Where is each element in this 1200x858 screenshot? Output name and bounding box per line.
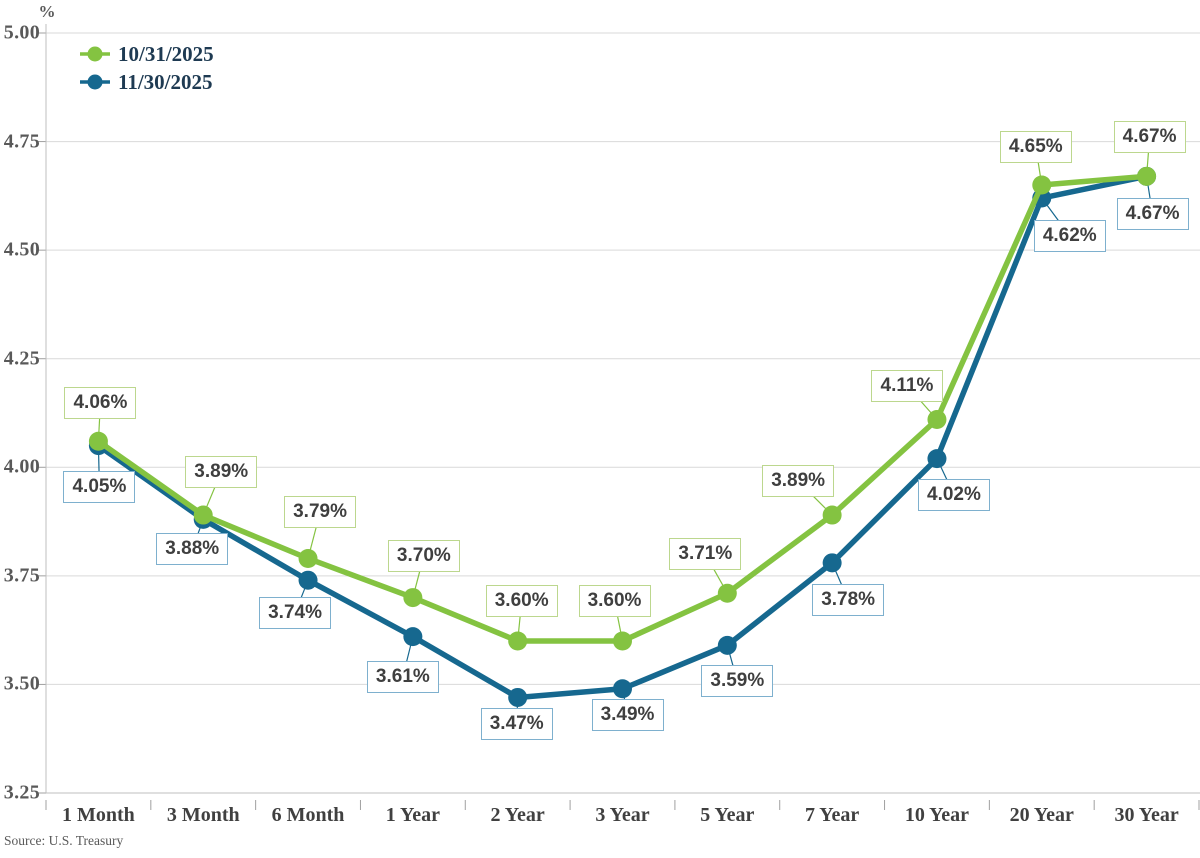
legend-item-10-31-2025: 10/31/2025 bbox=[78, 40, 214, 68]
data-label: 3.71% bbox=[669, 538, 742, 571]
y-axis-tick-label: 3.25 bbox=[3, 781, 40, 804]
data-label: 4.11% bbox=[870, 369, 943, 402]
x-axis-category-label: 3 Month bbox=[166, 804, 240, 826]
y-axis-tick-label: 4.00 bbox=[3, 455, 40, 478]
legend-label-nov: 11/30/2025 bbox=[118, 69, 213, 94]
series-marker bbox=[88, 431, 108, 451]
series-marker bbox=[717, 583, 737, 603]
data-label: 3.60% bbox=[578, 585, 651, 617]
data-label: 3.89% bbox=[185, 456, 258, 489]
series-line-0 bbox=[95, 173, 1150, 644]
series-marker bbox=[717, 635, 737, 655]
y-axis-title: % bbox=[38, 2, 56, 21]
x-axis-category-label: 2 Year bbox=[490, 804, 545, 826]
y-axis-tick-label: 4.25 bbox=[3, 347, 40, 370]
legend-label-oct: 10/31/2025 bbox=[118, 41, 214, 66]
legend-item-11-30-2025: 11/30/2025 bbox=[78, 68, 214, 96]
x-axis-category-label: 3 Year bbox=[595, 804, 650, 826]
chart-legend: 10/31/2025 11/30/2025 bbox=[78, 40, 214, 96]
data-label: 3.70% bbox=[387, 539, 460, 572]
series-marker bbox=[822, 505, 842, 525]
x-axis-category-label: 30 Year bbox=[1114, 804, 1179, 826]
y-axis-tick-label: 3.50 bbox=[3, 672, 40, 695]
data-label: 3.59% bbox=[701, 665, 774, 698]
x-axis-category-label: 6 Month bbox=[271, 804, 345, 826]
legend-line-marker-icon bbox=[80, 46, 110, 62]
data-label: 3.74% bbox=[259, 597, 332, 630]
x-axis-category-label: 5 Year bbox=[700, 804, 755, 826]
y-axis-tick-label: 4.75 bbox=[3, 130, 40, 153]
series-marker bbox=[927, 410, 947, 430]
data-label: 3.49% bbox=[591, 698, 664, 731]
series-marker bbox=[613, 679, 632, 699]
x-axis-category-label: 10 Year bbox=[904, 804, 970, 826]
data-label: 3.88% bbox=[156, 533, 229, 566]
data-label: 3.78% bbox=[812, 583, 885, 616]
y-axis-tick-label: 5.00 bbox=[3, 21, 40, 44]
x-axis-category-label: 1 Year bbox=[385, 804, 440, 826]
y-axis-tick-label: 3.75 bbox=[3, 564, 40, 587]
series-marker bbox=[822, 553, 842, 573]
series-marker bbox=[927, 449, 947, 469]
data-label: 4.65% bbox=[999, 131, 1072, 163]
data-label: 4.02% bbox=[917, 478, 990, 511]
data-label: 3.60% bbox=[485, 585, 558, 617]
series-marker bbox=[298, 570, 318, 590]
series-marker bbox=[613, 631, 632, 651]
series-marker bbox=[403, 627, 423, 647]
x-axis-category-label: 7 Year bbox=[805, 804, 860, 826]
data-label: 4.62% bbox=[1033, 220, 1106, 253]
data-label: 4.67% bbox=[1116, 198, 1189, 231]
series-marker bbox=[298, 548, 318, 568]
data-label: 3.89% bbox=[762, 465, 835, 498]
data-label: 3.79% bbox=[284, 496, 357, 529]
data-label: 4.05% bbox=[63, 470, 136, 503]
data-label: 3.61% bbox=[366, 660, 439, 693]
x-axis-category-label: 1 Month bbox=[62, 804, 135, 826]
legend-line-marker-icon bbox=[80, 74, 110, 90]
series-marker bbox=[403, 588, 423, 608]
series-line-1 bbox=[95, 173, 1150, 701]
data-label: 4.06% bbox=[64, 387, 137, 420]
data-label: 3.47% bbox=[480, 708, 553, 741]
data-label: 4.67% bbox=[1113, 121, 1186, 154]
source-note: Source: U.S. Treasury bbox=[4, 833, 124, 848]
series-marker bbox=[1032, 175, 1052, 195]
series-marker bbox=[1137, 166, 1157, 186]
series-marker bbox=[508, 687, 528, 707]
x-axis-category-label: 20 Year bbox=[1009, 804, 1074, 826]
y-axis-tick-label: 4.50 bbox=[3, 238, 40, 261]
series-marker bbox=[508, 631, 528, 651]
series-marker bbox=[193, 505, 213, 525]
